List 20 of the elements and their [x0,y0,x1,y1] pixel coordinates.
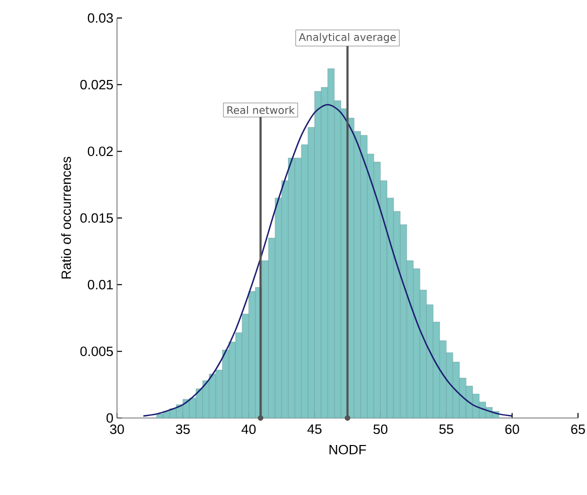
y-tick-label: 0 [106,413,113,423]
x-axis-title: NODF [330,444,366,454]
x-tick-label: 50 [373,424,388,434]
x-tick-label: 60 [505,424,520,434]
x-tick-label: 55 [439,424,454,434]
x-tick-label: 30 [110,424,124,434]
y-tick-label: 0.005 [80,346,113,356]
ref-line-label: Real network [227,106,295,114]
x-tick-label: 45 [307,424,322,434]
y-axis-title: Ratio of occurrences [61,156,71,279]
x-tick-label: 65 [571,424,585,434]
y-tick-label: 0.015 [80,213,113,223]
y-tick-label: 0.025 [80,80,113,90]
x-tick-label: 40 [242,424,256,434]
y-tick-label: 0.02 [88,146,113,156]
y-tick-label: 0.01 [88,280,113,290]
x-tick-label: 35 [176,424,190,434]
ref-line-label: Analytical average [298,32,396,44]
y-tick-label: 0.03 [88,13,113,23]
line-series [142,104,513,417]
